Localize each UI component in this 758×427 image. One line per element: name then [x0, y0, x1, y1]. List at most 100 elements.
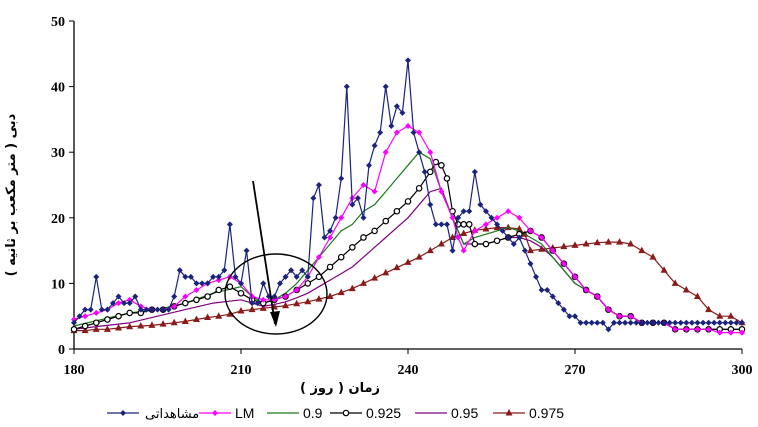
data-point	[460, 208, 467, 215]
data-point	[421, 168, 428, 175]
data-point	[260, 296, 267, 303]
data-point	[538, 286, 545, 293]
data-point	[471, 227, 478, 234]
data-point	[326, 263, 334, 271]
data-point	[605, 306, 612, 313]
data-point	[182, 299, 189, 307]
data-point	[688, 319, 695, 326]
data-point	[482, 208, 489, 215]
data-point	[382, 217, 390, 225]
data-point	[426, 168, 434, 176]
data-point	[366, 162, 373, 169]
data-point	[204, 293, 211, 300]
data-point	[443, 175, 451, 182]
data-point	[455, 234, 462, 241]
legend-label: 0.975	[529, 405, 564, 421]
data-point	[249, 300, 256, 307]
data-point	[605, 326, 612, 333]
data-point	[465, 221, 473, 228]
data-point	[727, 319, 734, 326]
data-point	[494, 221, 501, 228]
data-point	[360, 214, 367, 221]
data-point	[181, 317, 189, 324]
data-point	[310, 195, 317, 202]
data-point	[510, 241, 517, 248]
data-point	[249, 293, 256, 300]
legend-item-3: 0.9	[267, 405, 323, 421]
data-point	[727, 329, 734, 336]
data-point	[170, 318, 178, 326]
data-point	[349, 244, 356, 251]
data-point	[460, 247, 467, 254]
data-point	[171, 303, 178, 310]
data-point	[538, 245, 546, 252]
data-point	[677, 319, 684, 326]
data-point	[304, 273, 311, 280]
data-point	[248, 305, 256, 313]
y-ticks: 0 10 20 30 40 50	[51, 15, 74, 358]
data-point	[204, 280, 211, 287]
data-point	[416, 149, 423, 156]
data-point	[332, 214, 339, 221]
data-point	[154, 306, 161, 313]
data-point	[109, 300, 116, 307]
data-point	[627, 313, 634, 320]
data-point	[437, 240, 445, 247]
data-point	[215, 273, 222, 280]
data-point	[672, 326, 679, 333]
legend-label: 0.925	[366, 405, 401, 421]
data-point	[683, 319, 690, 326]
data-point	[327, 227, 334, 234]
y-tick-label: 30	[51, 146, 65, 161]
data-point	[182, 293, 189, 300]
data-point	[93, 273, 100, 280]
data-point	[165, 306, 172, 313]
data-point	[87, 306, 94, 313]
data-point	[382, 83, 389, 90]
data-point	[460, 221, 467, 228]
legend: مشاهداتی LM 0.9 0.925 0.95 0.975	[107, 405, 564, 422]
data-point	[739, 319, 745, 326]
legend-swatch-marker	[342, 409, 350, 417]
data-point	[137, 322, 145, 329]
data-point	[438, 162, 445, 169]
series-1	[71, 57, 745, 333]
data-point	[82, 306, 89, 313]
legend-label: 0.9	[303, 405, 323, 421]
data-point	[215, 312, 223, 319]
data-point	[660, 266, 668, 273]
highlight-annotation	[224, 180, 328, 335]
data-point	[371, 227, 378, 235]
data-point	[382, 149, 389, 156]
data-point	[160, 306, 167, 313]
data-point	[649, 319, 656, 326]
data-point	[215, 277, 222, 284]
data-point	[215, 286, 223, 294]
data-point	[460, 229, 468, 237]
data-point	[504, 223, 512, 231]
data-point	[661, 319, 668, 326]
data-point	[694, 326, 701, 333]
data-point	[633, 319, 640, 326]
data-point	[132, 293, 139, 300]
data-point	[549, 247, 556, 254]
data-point	[505, 234, 512, 241]
data-point	[649, 253, 657, 260]
data-point	[560, 242, 568, 250]
data-point	[282, 293, 289, 300]
data-point	[566, 313, 573, 320]
data-point	[672, 319, 679, 326]
legend-label: مشاهداتی	[145, 407, 199, 422]
data-point	[516, 214, 523, 221]
data-point	[343, 83, 350, 90]
data-point	[700, 319, 707, 326]
series-line	[73, 125, 742, 334]
annotation-arrow	[252, 180, 276, 325]
data-point	[493, 237, 501, 245]
data-point	[583, 286, 590, 293]
data-point	[299, 267, 306, 274]
data-point	[315, 295, 323, 302]
data-point	[115, 293, 122, 300]
data-point	[577, 319, 584, 326]
data-point	[293, 286, 300, 293]
